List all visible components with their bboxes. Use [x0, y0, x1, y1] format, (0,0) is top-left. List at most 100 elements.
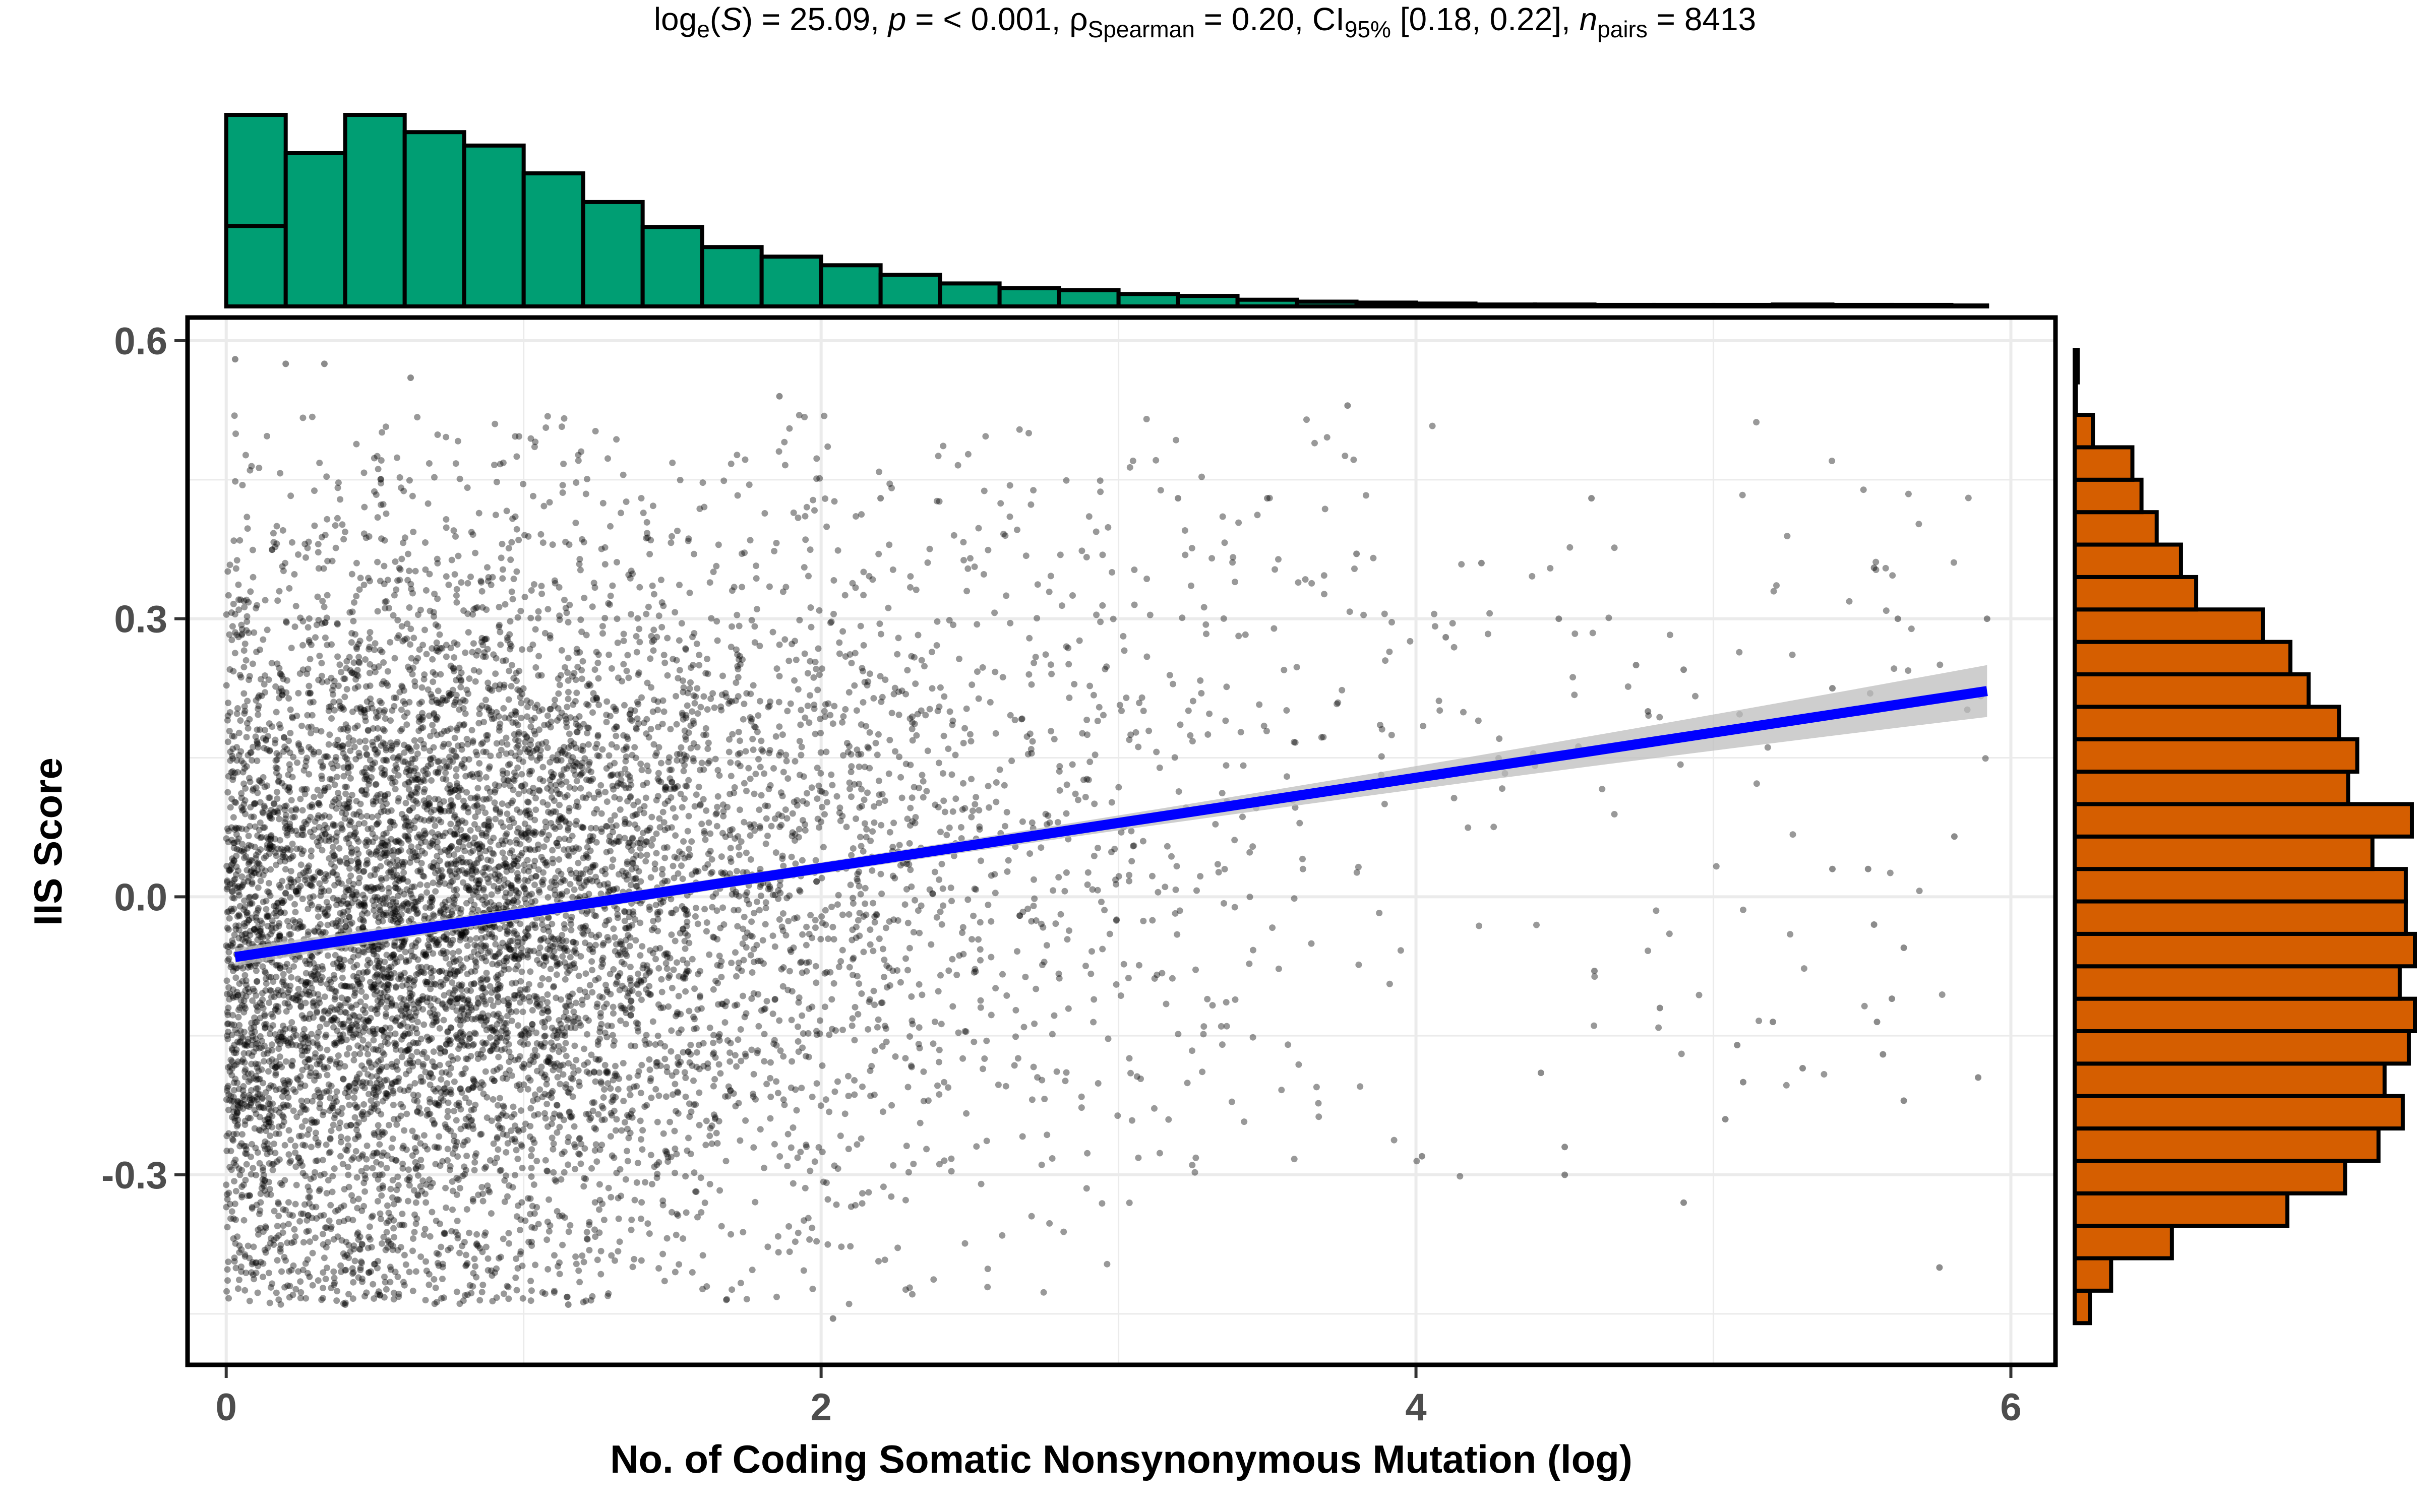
scatter-point: [514, 1155, 521, 1162]
scatter-point: [265, 676, 272, 683]
scatter-point: [284, 786, 291, 793]
scatter-point: [444, 785, 451, 792]
scatter-point: [343, 860, 350, 867]
scatter-point: [380, 726, 387, 733]
scatter-point: [328, 1223, 335, 1230]
scatter-point: [277, 670, 283, 677]
right-histogram-bar: [2073, 1159, 2347, 1195]
scatter-point: [232, 965, 239, 972]
scatter-point: [237, 1038, 244, 1045]
scatter-point: [390, 1116, 397, 1122]
scatter-point: [287, 868, 294, 874]
scatter-point: [392, 884, 399, 891]
scatter-point: [495, 1011, 502, 1018]
scatter-point: [280, 852, 287, 859]
scatter-point: [345, 1291, 352, 1298]
scatter-point: [452, 533, 459, 540]
scatter-point: [281, 999, 288, 1006]
scatter-point: [287, 1157, 294, 1164]
scatter-point: [238, 1183, 246, 1190]
scatter-point: [306, 1200, 313, 1207]
scatter-point: [255, 1091, 262, 1098]
scatter-point: [275, 933, 282, 940]
scatter-point: [225, 839, 232, 846]
scatter-point: [299, 414, 307, 421]
scatter-point: [383, 1286, 390, 1293]
scatter-point: [354, 667, 361, 674]
scatter-point: [326, 731, 333, 738]
scatter-point: [447, 998, 454, 1005]
scatter-point: [252, 893, 259, 900]
scatter-point: [392, 1157, 399, 1164]
scatter-point: [256, 777, 263, 784]
scatter-point: [247, 868, 254, 875]
right-histogram-bar: [2073, 996, 2417, 1033]
scatter-point: [498, 1028, 505, 1035]
scatter-point: [388, 836, 395, 843]
scatter-point: [424, 882, 431, 889]
scatter-point: [419, 724, 427, 731]
scatter-point: [323, 473, 330, 480]
scatter-point: [413, 743, 420, 750]
scatter-point: [346, 913, 353, 920]
scatter-point: [244, 698, 251, 705]
scatter-point: [239, 1087, 247, 1094]
scatter-point: [309, 902, 316, 909]
scatter-point: [331, 1275, 338, 1282]
scatter-point: [480, 653, 487, 660]
scatter-point: [469, 1195, 476, 1203]
scatter-point: [227, 964, 234, 971]
scatter-point: [479, 985, 487, 992]
scatter-point: [263, 906, 270, 913]
scatter-point: [419, 1177, 427, 1184]
scatter-point: [309, 1282, 316, 1289]
scatter-point: [273, 852, 280, 859]
scatter-point: [268, 832, 275, 839]
scatter-point: [234, 1121, 241, 1128]
scatter-point: [233, 825, 240, 832]
scatter-point: [224, 1064, 231, 1071]
scatter-point: [497, 1167, 504, 1174]
scatter-point: [271, 800, 278, 807]
scatter-point: [345, 760, 352, 767]
scatter-point: [513, 1147, 520, 1154]
scatter-point: [275, 1045, 282, 1052]
scatter-point: [261, 1013, 268, 1020]
scatter-point: [238, 1131, 246, 1138]
scatter-point: [515, 1022, 522, 1029]
scatter-point: [354, 683, 361, 690]
scatter-point: [281, 806, 288, 813]
scatter-point: [278, 845, 285, 852]
scatter-point: [235, 1006, 242, 1014]
scatter-point: [230, 844, 237, 851]
scatter-point: [224, 957, 231, 964]
scatter-point: [292, 956, 299, 963]
scatter-point: [236, 1249, 243, 1256]
scatter-point: [463, 789, 470, 796]
scatter-point: [379, 429, 386, 436]
scatter-point: [410, 1039, 417, 1046]
scatter-point: [233, 831, 240, 838]
scatter-point: [375, 1122, 382, 1129]
scatter-point: [224, 789, 231, 796]
scatter-point: [269, 546, 276, 553]
scatter-point: [496, 960, 503, 967]
scatter-point: [259, 990, 266, 997]
scatter-point: [391, 592, 398, 599]
scatter-point: [466, 1031, 473, 1038]
scatter-point: [412, 765, 419, 772]
scatter-point: [439, 1001, 446, 1008]
scatter-point: [238, 1100, 245, 1107]
scatter-point: [226, 1068, 233, 1075]
scatter-point: [241, 1029, 248, 1035]
scatter-point: [516, 1227, 523, 1233]
scatter-point: [327, 1095, 334, 1102]
scatter-point: [444, 860, 451, 867]
scatter-point: [249, 1052, 256, 1059]
scatter-point: [344, 907, 351, 914]
scatter-point: [231, 1201, 238, 1208]
scatter-point: [308, 1031, 315, 1038]
scatter-point: [281, 1253, 288, 1261]
scatter-point: [224, 878, 231, 886]
scatter-point: [493, 974, 500, 981]
